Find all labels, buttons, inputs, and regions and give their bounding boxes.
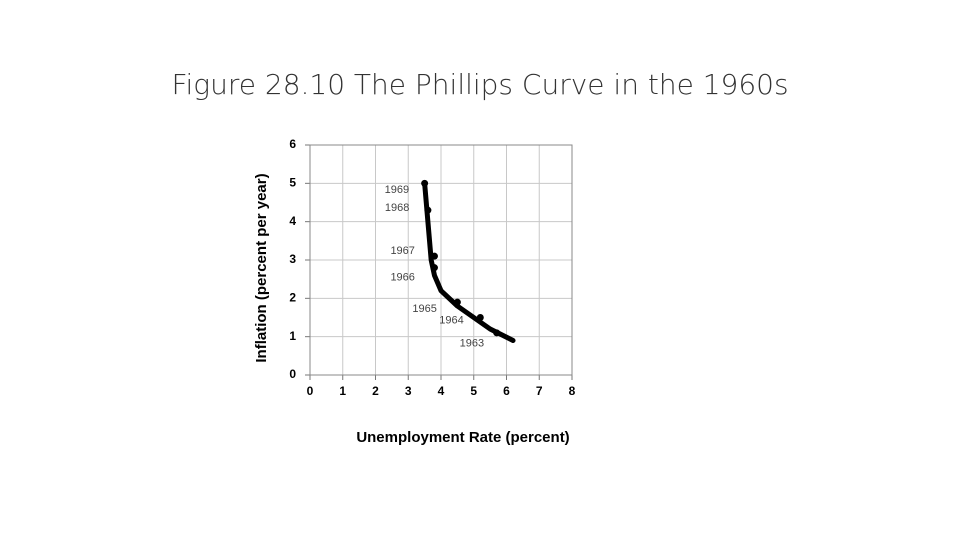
plot-frame: [309, 144, 573, 376]
y-tick-label: 5: [289, 176, 296, 190]
y-tick-label: 4: [289, 214, 296, 228]
point-label: 1968: [385, 202, 409, 214]
x-tick-label: 4: [438, 384, 445, 398]
y-axis-label: Inflation (percent per year): [253, 173, 270, 362]
y-tick-label: 1: [289, 329, 296, 343]
slide-title: Figure 28.10 The Phillips Curve in the 1…: [171, 68, 789, 101]
point-label: 1966: [390, 272, 414, 284]
x-tick-label: 2: [372, 384, 379, 398]
curve: [422, 180, 516, 343]
x-tick-label: 8: [569, 384, 576, 398]
x-axis-label: Unemployment Rate (percent): [356, 429, 569, 446]
y-tick-label: 2: [289, 291, 296, 305]
point-label: 1969: [385, 184, 409, 196]
x-tick-label: 5: [470, 384, 477, 398]
x-tick-label: 7: [536, 384, 543, 398]
x-tick-label: 0: [307, 384, 314, 398]
y-tick-label: 0: [289, 367, 296, 381]
y-tick-label: 6: [289, 137, 296, 151]
point-label: 1965: [412, 303, 436, 315]
x-tick-label: 1: [339, 384, 346, 398]
point-label: 1963: [460, 338, 484, 350]
x-tick-label: 6: [503, 384, 510, 398]
y-tick-label: 3: [289, 252, 296, 266]
x-tick-label: 3: [405, 384, 412, 398]
point-label: 1964: [439, 314, 463, 326]
point-label: 1967: [390, 245, 414, 257]
